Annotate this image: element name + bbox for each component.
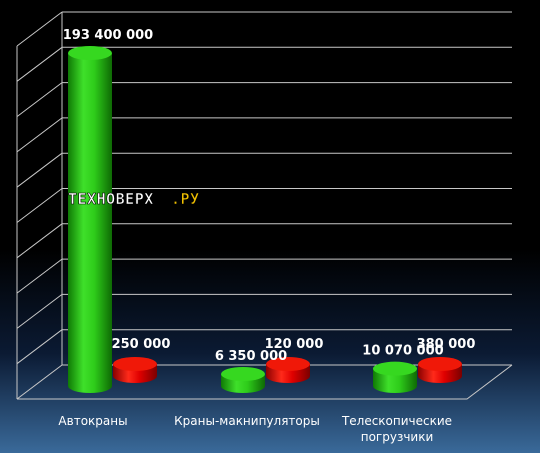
bar-green	[373, 361, 417, 393]
gridlines	[16, 11, 512, 400]
bar-red	[113, 357, 157, 383]
x-tick-label: Автокраны	[58, 414, 127, 428]
bar-green	[221, 367, 265, 393]
bar-red	[418, 357, 462, 383]
watermark-text-main: ТЕХНОВЕРХ	[68, 190, 154, 208]
bar-green-cap	[68, 46, 112, 60]
data-label-red: 380 000	[417, 337, 476, 352]
watermark-text-domain: .РУ	[171, 190, 200, 208]
data-label-red: 250 000	[112, 337, 171, 352]
bar-green-cap	[373, 361, 417, 376]
gridline-side	[16, 294, 63, 329]
x-tick-label: Телескопические	[341, 414, 452, 428]
data-label-green: 193 400 000	[63, 28, 153, 43]
bar-green-body	[373, 368, 417, 393]
axes	[16, 12, 513, 400]
bar-red-cap	[266, 357, 310, 371]
gridline-side	[16, 364, 63, 400]
gridline-side	[16, 329, 63, 365]
x-tick-labels: Автокраны Краны-макнипуляторы Телескопичес…	[58, 414, 452, 444]
gridline-side	[16, 46, 63, 82]
gridline-side	[16, 152, 63, 188]
gridline-side	[16, 223, 63, 259]
gridline-side	[16, 82, 63, 117]
watermark: ТЕХНОВЕРХ .РУ	[68, 190, 200, 209]
data-label-red: 120 000	[265, 337, 324, 352]
floor-edge	[17, 364, 513, 400]
bar-red-cap	[418, 357, 462, 371]
data-labels: 193 400 000 6 350 000 10 070 000 250 000 120…	[63, 28, 476, 364]
bar-green-cap	[221, 367, 265, 381]
gridline-side	[16, 188, 63, 223]
gridline-side	[16, 117, 63, 153]
bar-red	[266, 357, 310, 383]
bar-red-cap	[113, 357, 157, 371]
bars	[68, 46, 462, 393]
gridline-side	[16, 258, 63, 294]
data-label-green: 6 350 000	[215, 349, 287, 364]
x-tick-label: Краны-макнипуляторы	[174, 414, 320, 428]
data-label-green: 10 070 000	[362, 344, 443, 359]
gridline-side	[16, 11, 63, 47]
bar-green-body	[68, 53, 112, 393]
x-tick-label: погрузчики	[361, 430, 434, 444]
bar-green	[68, 46, 112, 393]
